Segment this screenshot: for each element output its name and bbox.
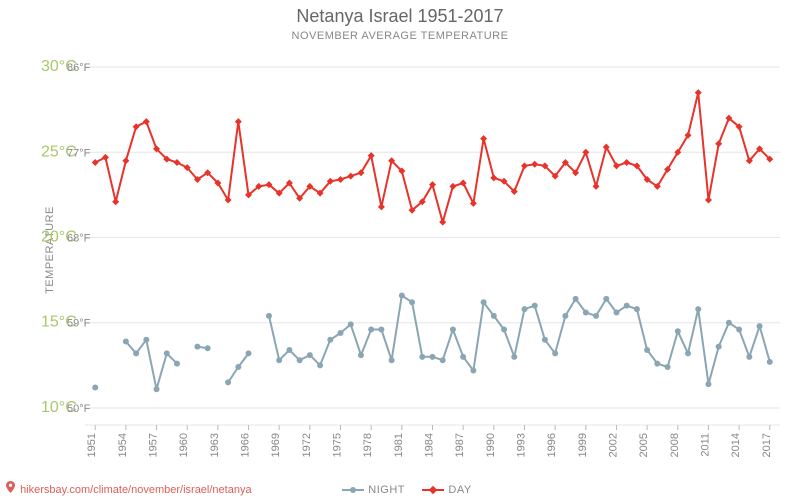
svg-text:1951: 1951 bbox=[86, 433, 98, 457]
svg-text:2008: 2008 bbox=[669, 433, 681, 457]
svg-text:2011: 2011 bbox=[699, 433, 711, 457]
svg-text:1975: 1975 bbox=[332, 433, 344, 457]
svg-text:68°F: 68°F bbox=[67, 233, 91, 245]
svg-text:77°F: 77°F bbox=[67, 147, 91, 159]
x-ticks: 1951 1954 1957 1960 1963 1966 1969 1972 1975 1978… bbox=[86, 425, 773, 457]
svg-text:86°F: 86°F bbox=[67, 62, 91, 74]
svg-text:1960: 1960 bbox=[178, 433, 190, 457]
svg-text:59°F: 59°F bbox=[67, 318, 91, 330]
attribution-text: hikersbay.com/climate/november/israel/ne… bbox=[20, 484, 252, 496]
svg-text:2017: 2017 bbox=[761, 433, 773, 457]
svg-text:1966: 1966 bbox=[240, 433, 252, 457]
legend-swatch-night bbox=[342, 485, 364, 495]
legend-label-night: NIGHT bbox=[368, 484, 405, 496]
svg-text:2014: 2014 bbox=[730, 433, 742, 457]
svg-text:50°F: 50°F bbox=[67, 403, 91, 415]
attribution: hikersbay.com/climate/november/israel/ne… bbox=[6, 481, 252, 496]
svg-text:1990: 1990 bbox=[485, 433, 497, 457]
svg-text:2005: 2005 bbox=[638, 433, 650, 457]
svg-text:1987: 1987 bbox=[454, 433, 466, 457]
svg-text:1999: 1999 bbox=[577, 433, 589, 457]
svg-text:1969: 1969 bbox=[270, 433, 282, 457]
svg-text:1984: 1984 bbox=[424, 433, 436, 457]
location-pin-icon bbox=[6, 484, 18, 496]
chart-container: Netanya Israel 1951-2017 NOVEMBER AVERAG… bbox=[0, 0, 800, 500]
series-night bbox=[92, 292, 773, 392]
svg-text:1981: 1981 bbox=[393, 433, 405, 457]
y-ticks-fahrenheit: 50°F 59°F 68°F 77°F 86°F bbox=[67, 62, 91, 415]
svg-text:1993: 1993 bbox=[515, 433, 527, 457]
svg-text:2002: 2002 bbox=[607, 433, 619, 457]
svg-text:1978: 1978 bbox=[362, 433, 374, 457]
legend-swatch-day bbox=[422, 485, 444, 495]
svg-text:1954: 1954 bbox=[117, 433, 129, 457]
svg-text:1963: 1963 bbox=[209, 433, 221, 457]
svg-text:1996: 1996 bbox=[546, 433, 558, 457]
gridlines bbox=[85, 67, 780, 425]
series-day bbox=[92, 89, 774, 226]
chart-svg: 10°C15°C20°C25°C30°C 50°F59°F68°F77°F86°… bbox=[0, 0, 800, 500]
svg-text:1957: 1957 bbox=[148, 433, 160, 457]
svg-text:1972: 1972 bbox=[301, 433, 313, 457]
legend-label-day: DAY bbox=[448, 484, 471, 496]
